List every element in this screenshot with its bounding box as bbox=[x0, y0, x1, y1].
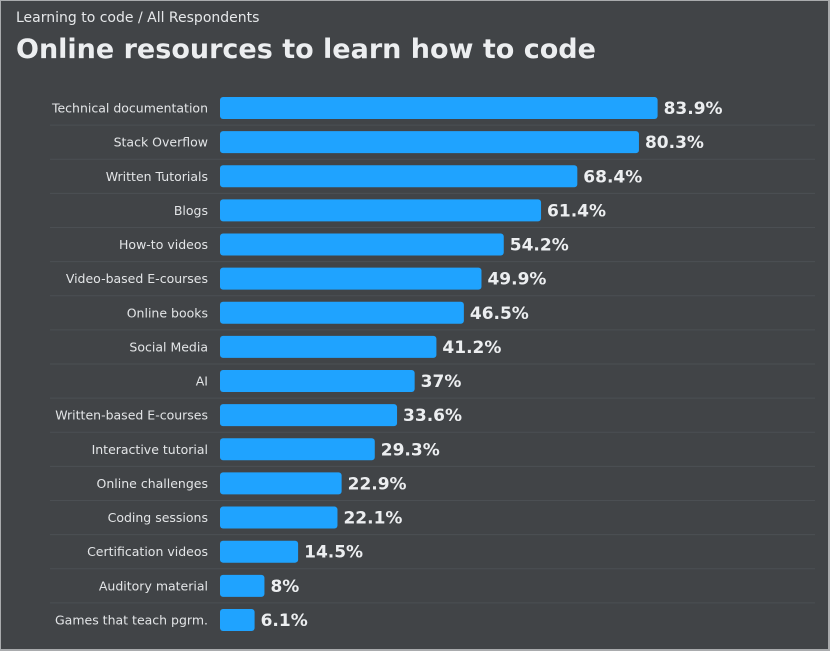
category-label: Coding sessions bbox=[108, 510, 208, 525]
category-label: Interactive tutorial bbox=[92, 442, 208, 457]
value-label: 80.3% bbox=[645, 133, 704, 153]
value-label: 54.2% bbox=[510, 236, 569, 256]
value-label: 33.6% bbox=[403, 406, 462, 426]
bar bbox=[220, 199, 542, 222]
bar bbox=[220, 301, 464, 324]
category-label: Certification videos bbox=[87, 544, 208, 559]
value-label: 22.1% bbox=[343, 509, 402, 529]
bar bbox=[220, 370, 415, 393]
category-label: Blogs bbox=[174, 203, 208, 218]
bar bbox=[220, 404, 398, 427]
bar bbox=[220, 608, 255, 631]
bar bbox=[220, 97, 658, 119]
category-label: Stack Overflow bbox=[114, 135, 208, 150]
bar bbox=[220, 574, 265, 597]
page-title: Online resources to learn how to code bbox=[16, 34, 596, 65]
category-label: Technical documentation bbox=[51, 101, 208, 116]
value-label: 8% bbox=[270, 577, 299, 597]
breadcrumb: Learning to code / All Respondents bbox=[16, 10, 260, 26]
bar bbox=[220, 472, 342, 495]
category-label: Video-based E-courses bbox=[66, 271, 208, 286]
category-label: Games that teach pgrm. bbox=[55, 612, 208, 627]
value-label: 46.5% bbox=[470, 304, 529, 324]
value-label: 49.9% bbox=[487, 270, 546, 290]
value-label: 41.2% bbox=[442, 338, 501, 358]
value-label: 68.4% bbox=[583, 167, 642, 187]
bar bbox=[220, 438, 375, 461]
value-label: 37% bbox=[421, 372, 462, 392]
bar bbox=[220, 165, 578, 188]
category-label: Online challenges bbox=[97, 476, 208, 491]
category-label: How-to videos bbox=[119, 237, 208, 252]
category-label: Online books bbox=[127, 305, 208, 320]
value-label: 14.5% bbox=[304, 543, 363, 563]
category-label: AI bbox=[196, 374, 208, 389]
category-label: Written Tutorials bbox=[106, 169, 208, 184]
bar bbox=[220, 131, 639, 154]
category-label: Social Media bbox=[129, 339, 208, 354]
bar bbox=[220, 233, 504, 256]
category-label: Auditory material bbox=[99, 578, 208, 593]
value-label: 22.9% bbox=[348, 474, 407, 494]
value-label: 29.3% bbox=[381, 440, 440, 460]
bar bbox=[220, 335, 437, 358]
bar bbox=[220, 267, 482, 290]
bar bbox=[220, 540, 299, 563]
category-label: Written-based E-courses bbox=[55, 408, 208, 423]
bar bbox=[220, 506, 338, 529]
value-label: 83.9% bbox=[664, 99, 723, 119]
value-label: 6.1% bbox=[261, 611, 308, 631]
value-label: 61.4% bbox=[547, 201, 606, 221]
